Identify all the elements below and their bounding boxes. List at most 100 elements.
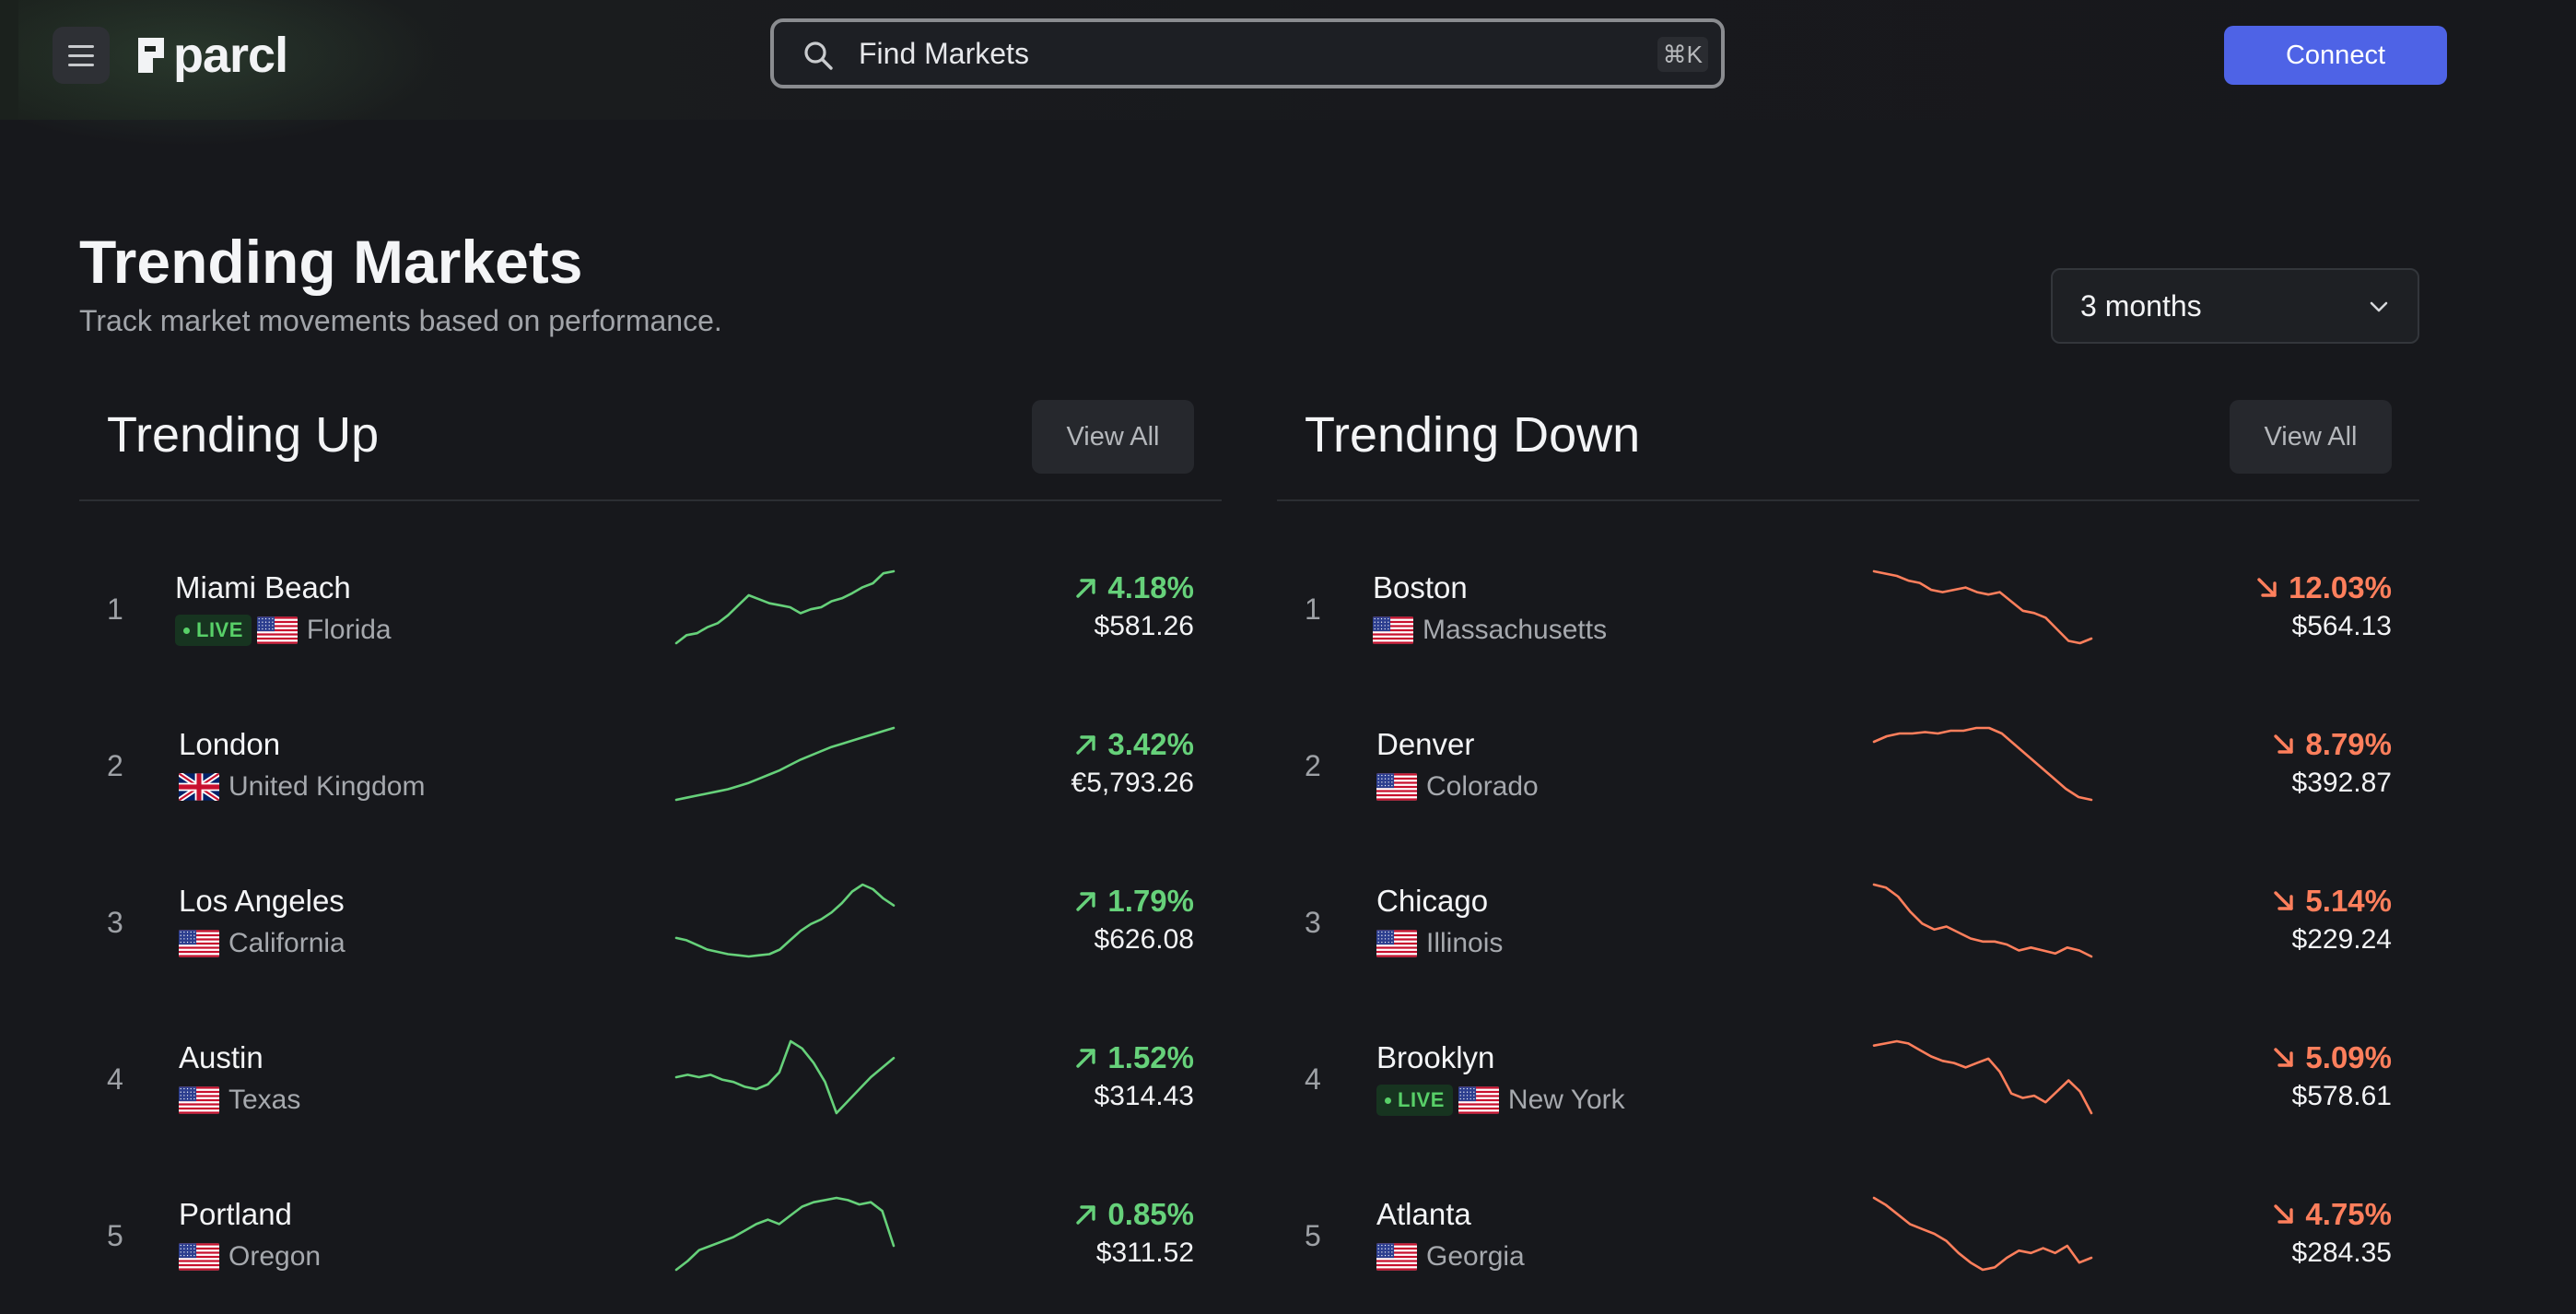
market-region: New York [1507,1085,1625,1115]
search-input[interactable] [859,22,1596,85]
market-name[interactable]: Atlanta [1376,1197,1471,1231]
market-change-value: 0.85% [1107,1197,1194,1231]
market-sparkline [674,726,896,802]
market-location: Massachusetts [1373,612,1607,649]
market-change-value: 4.75% [2305,1197,2392,1231]
market-region: Texas [228,1085,301,1115]
trending-up-title: Trending Up [107,407,380,463]
market-region: United Kingdom [228,771,426,802]
market-rank: 5 [107,1219,123,1252]
top-bar: parcl ⌘K Connect [0,0,2576,147]
sparkline-path [674,883,896,958]
market-price: $392.87 [2291,768,2392,798]
market-price: $578.61 [2291,1081,2392,1111]
sparkline-path [1872,883,2093,958]
us-flag-icon [1458,1086,1499,1114]
market-row[interactable]: 5 Atlanta Georgia 4.75% $284.35 [1277,1157,2419,1314]
menu-icon-bar [68,44,94,48]
market-region: Colorado [1426,771,1539,802]
market-row[interactable]: 4 Brooklyn LIVE New York 5.09% $578.61 [1277,1001,2419,1157]
market-price: €5,793.26 [1071,768,1194,798]
market-change: 1.79% [1074,883,1194,920]
market-sparkline [674,1196,896,1272]
market-name[interactable]: London [179,727,281,761]
market-row[interactable]: 1 Miami Beach LIVE Florida 4.18% $581.26 [79,531,1222,687]
uk-flag-icon [179,773,219,801]
market-row[interactable]: 5 Portland Oregon 0.85% $311.52 [79,1157,1222,1314]
menu-icon-bar [68,53,94,57]
market-change: 4.18% [1074,569,1194,606]
market-price: $284.35 [2291,1238,2392,1268]
sparkline-path [674,1196,896,1272]
market-location: United Kingdom [179,768,425,805]
market-name[interactable]: Austin [179,1040,263,1074]
market-region: Florida [306,615,392,645]
sparkline-path [674,726,896,802]
market-rank: 5 [1305,1219,1321,1252]
market-change: 5.09% [2272,1039,2392,1076]
market-price: $626.08 [1094,924,1194,955]
market-location: Illinois [1376,925,1503,962]
period-select[interactable]: 3 months [2051,268,2419,344]
market-row[interactable]: 3 Los Angeles California 1.79% $626.08 [79,844,1222,1001]
menu-icon-bar [68,63,94,66]
market-change-value: 3.42% [1107,727,1194,761]
market-change: 4.75% [2272,1196,2392,1233]
page-title: Trending Markets [79,228,583,296]
market-change-value: 8.79% [2305,727,2392,761]
sparkline-path [674,1039,896,1115]
market-change-value: 5.09% [2305,1040,2392,1074]
search-icon [804,41,833,70]
market-region: Massachusetts [1423,615,1608,645]
market-change-value: 1.79% [1107,884,1194,918]
parcl-logo[interactable]: parcl [136,28,288,83]
market-name[interactable]: Los Angeles [179,884,345,918]
market-name[interactable]: Brooklyn [1376,1040,1495,1074]
market-name[interactable]: Denver [1376,727,1475,761]
market-row[interactable]: 1 Boston Massachusetts 12.03% $564.13 [1277,531,2419,687]
market-name[interactable]: Boston [1373,570,1468,604]
market-change-value: 4.18% [1107,570,1194,604]
arrow-down-right-icon [2274,1048,2294,1067]
market-change: 1.52% [1074,1039,1194,1076]
view-all-down-button[interactable]: View All [2230,400,2392,474]
us-flag-icon [1376,1243,1417,1271]
chevron-down-icon [2370,301,2388,312]
market-price: $311.52 [1095,1238,1194,1268]
market-price: $229.24 [2291,924,2392,955]
us-flag-icon [1376,773,1417,801]
market-location: California [179,925,345,962]
market-sparkline [1872,726,2093,802]
market-price: $581.26 [1094,611,1194,641]
market-name[interactable]: Portland [179,1197,292,1231]
market-rank: 4 [1305,1062,1321,1096]
market-location: Oregon [179,1238,321,1275]
market-name[interactable]: Miami Beach [175,570,351,604]
market-sparkline [1872,1196,2093,1272]
market-change-value: 5.14% [2305,884,2392,918]
arrow-up-right-icon [1076,1049,1096,1068]
market-sparkline [1872,1039,2093,1115]
live-badge: LIVE [175,615,252,646]
divider [1277,499,2419,501]
market-change-value: 12.03% [2289,570,2392,604]
period-select-value: 3 months [2080,289,2202,323]
sparkline-path [1872,569,2093,645]
market-change: 0.85% [1074,1196,1194,1233]
view-all-up-button[interactable]: View All [1032,400,1194,474]
market-price: $564.13 [2291,611,2392,641]
market-row[interactable]: 2 Denver Colorado 8.79% $392.87 [1277,687,2419,844]
connect-button[interactable]: Connect [2224,26,2447,85]
market-row[interactable]: 2 London United Kingdom 3.42% €5,793.26 [79,687,1222,844]
arrow-up-right-icon [1076,1205,1096,1225]
market-row[interactable]: 4 Austin Texas 1.52% $314.43 [79,1001,1222,1157]
search-bar[interactable]: ⌘K [770,18,1725,88]
arrow-down-right-icon [2274,891,2294,910]
market-change: 5.14% [2272,883,2392,920]
menu-button[interactable] [53,27,110,84]
trending-up-panel: Trending Up View All 1 Miami Beach LIVE Flo… [79,396,1222,1312]
trending-down-title: Trending Down [1305,407,1641,463]
market-row[interactable]: 3 Chicago Illinois 5.14% $229.24 [1277,844,2419,1001]
arrow-up-right-icon [1076,892,1096,911]
market-name[interactable]: Chicago [1376,884,1489,918]
